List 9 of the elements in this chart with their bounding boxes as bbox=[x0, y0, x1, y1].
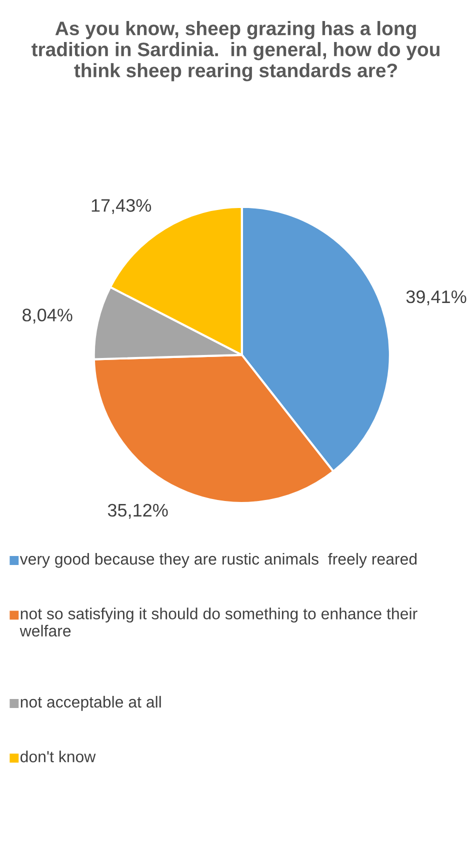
legend-label: don't know bbox=[20, 750, 96, 762]
data-label: 35,12% bbox=[108, 504, 168, 519]
data-label: 17,43% bbox=[92, 199, 152, 214]
legend-label: not so satisfying it should do something to enhance their welfare bbox=[20, 608, 418, 637]
data-label: 8,04% bbox=[22, 308, 72, 324]
chart-title: As you know, sheep grazing has a long tradition in Sardinia. in general, how do you think sheep rearing standards are? bbox=[32, 21, 440, 82]
legend-label: not acceptable at all bbox=[20, 696, 161, 711]
data-label: 39,41% bbox=[406, 290, 466, 306]
legend-label: very good because they are rustic animals freely reared bbox=[20, 552, 417, 568]
